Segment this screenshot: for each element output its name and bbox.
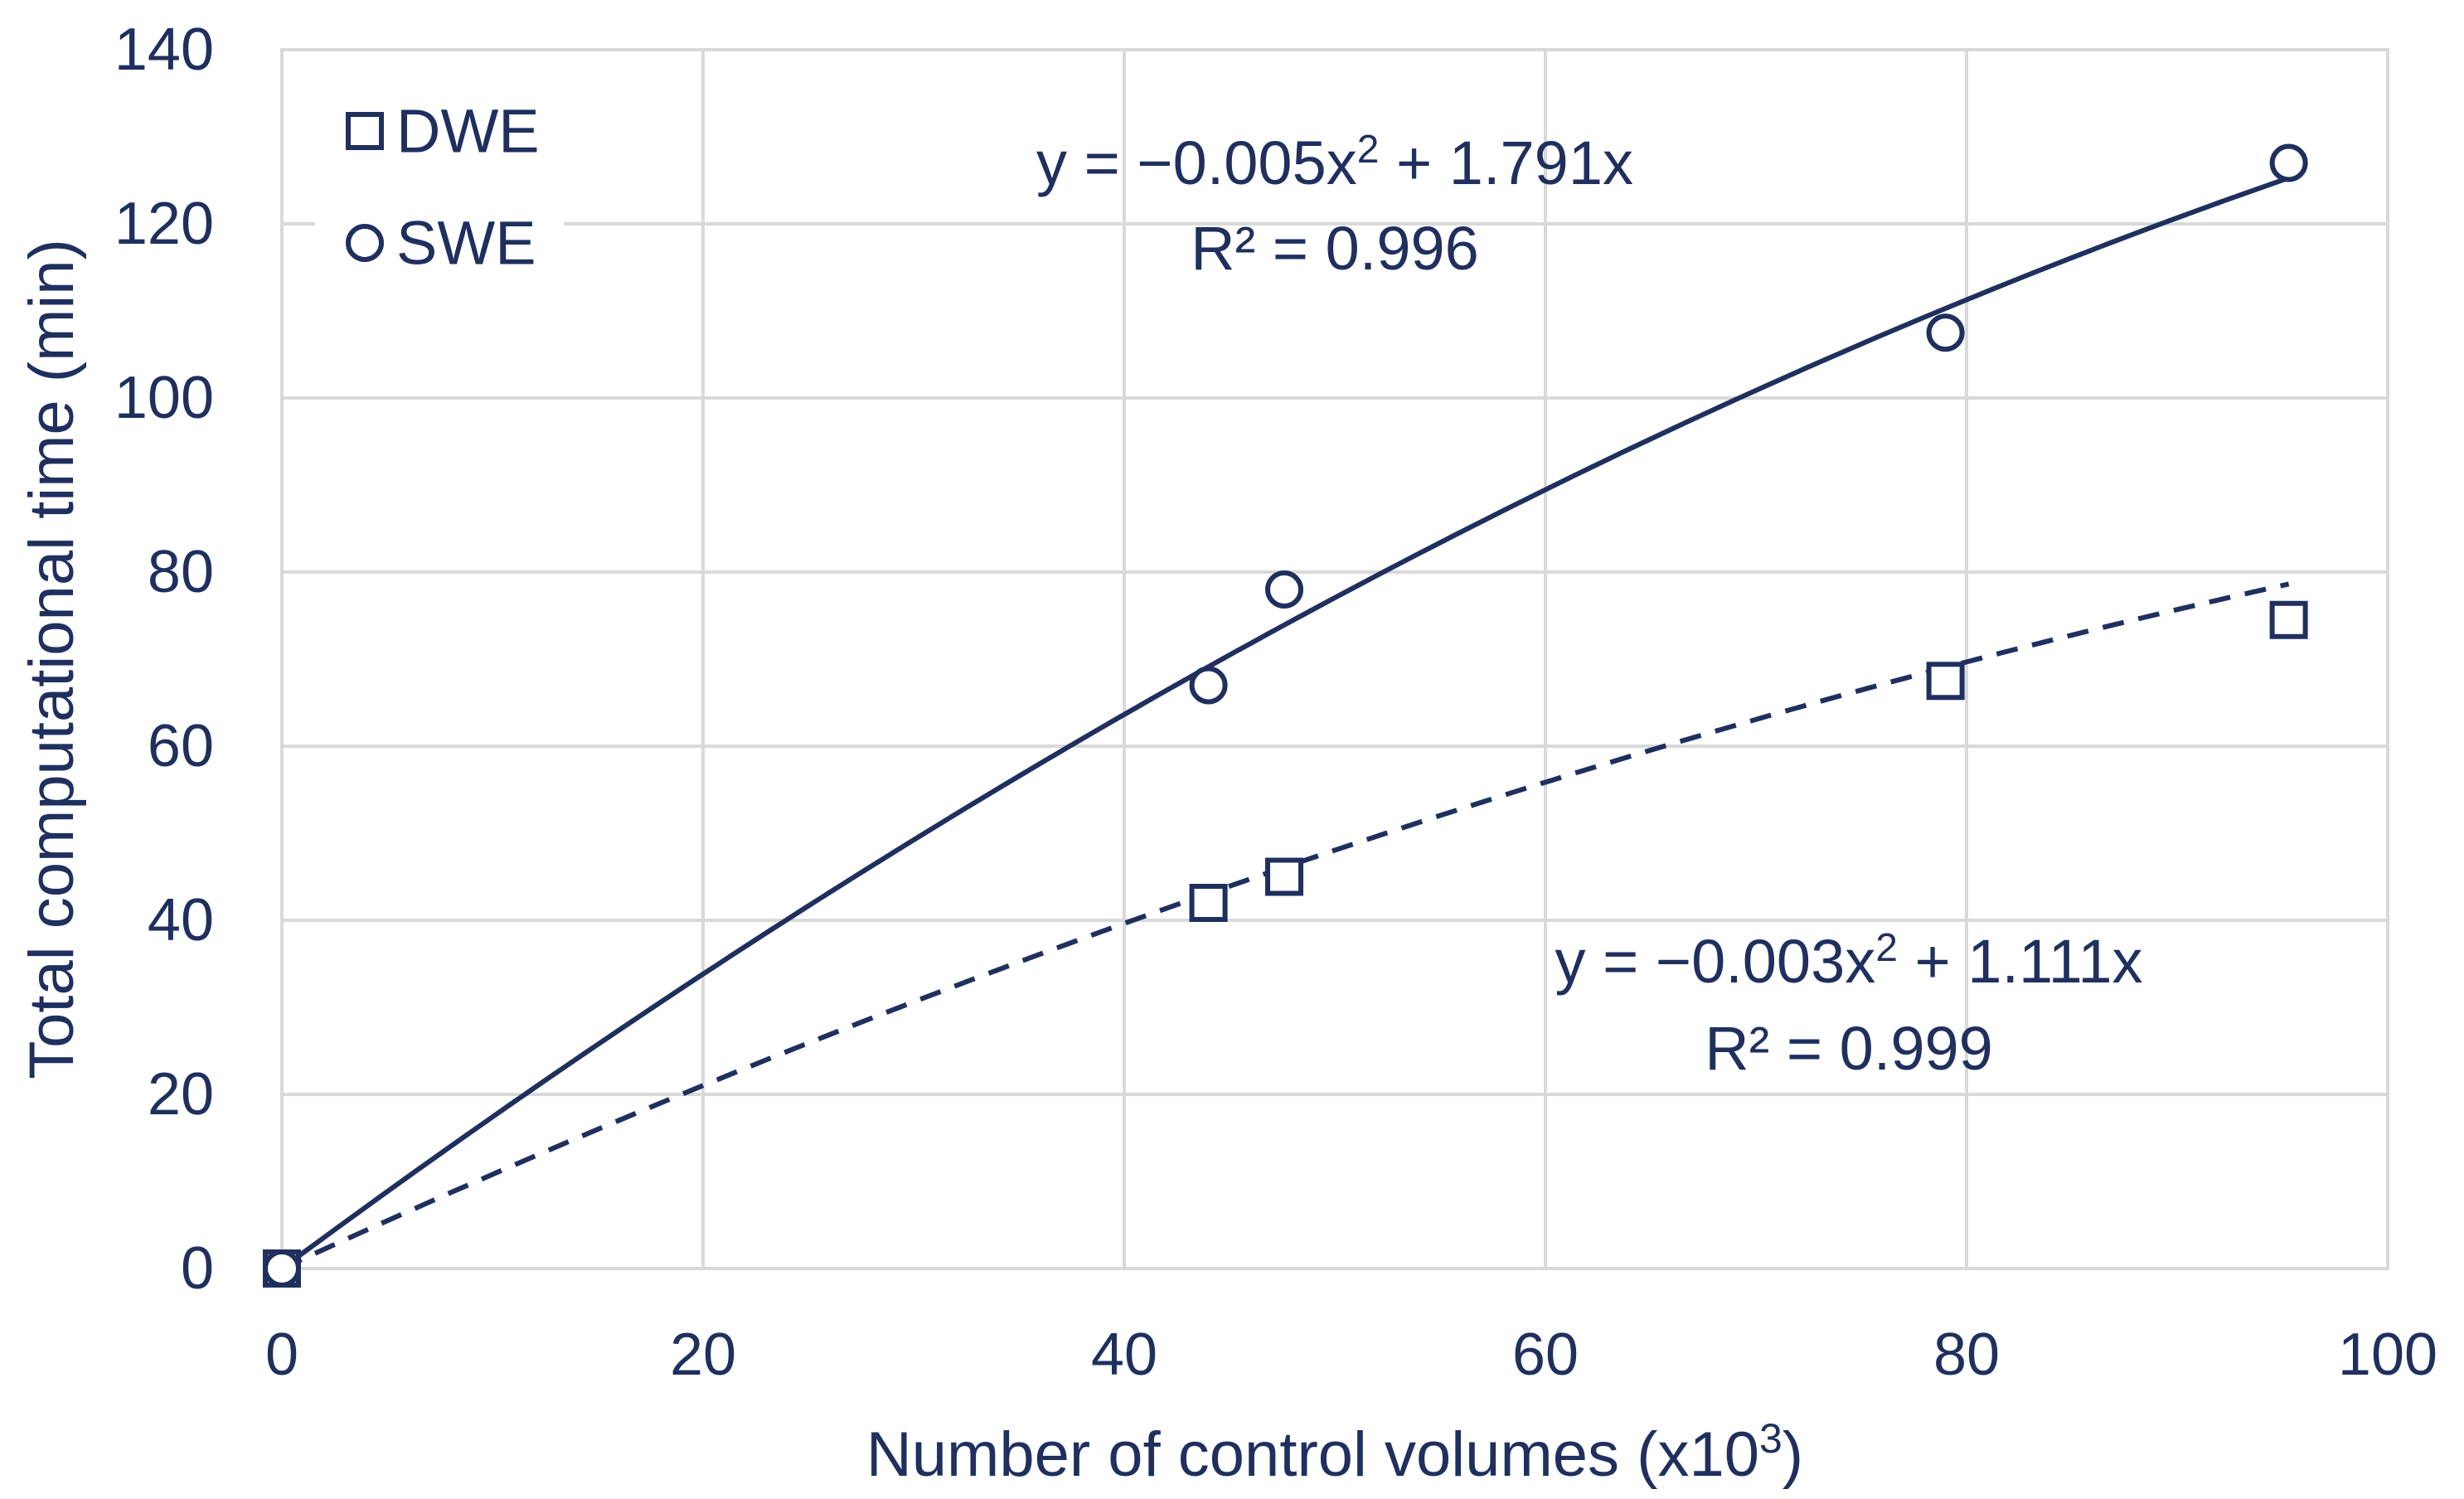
swe-data-point: [263, 1249, 301, 1288]
swe-trendline-equation: y = −0.005x2 + 1.791x: [1036, 128, 1633, 198]
y-tick-label: 0: [181, 1235, 214, 1302]
dwe-data-point: [1189, 884, 1228, 922]
x-tick-label: 20: [670, 1322, 736, 1388]
dwe-r-squared: R² = 0.999: [1705, 1014, 1993, 1083]
x-axis-title: Number of control volumes (x103): [866, 1415, 1803, 1490]
dwe-equation-tail: + 1.111x: [1898, 927, 2143, 996]
x-tick-label: 40: [1091, 1322, 1157, 1388]
y-tick-label: 140: [114, 17, 214, 83]
swe-data-point: [2269, 143, 2308, 182]
dwe-data-point: [1926, 662, 1965, 701]
dwe-trendline-equation: y = −0.003x2 + 1.111x: [1555, 926, 2143, 997]
x-axis-tick-labels: 0 20 40 60 80 100: [265, 1322, 2437, 1388]
swe-equation-exponent: 2: [1357, 128, 1380, 172]
x-axis-title-end: ): [1783, 1419, 1803, 1490]
swe-trendline: [280, 175, 2290, 1271]
legend-circle-marker: [346, 224, 384, 262]
x-tick-label: 100: [2338, 1322, 2437, 1388]
y-axis-tick-labels: 0 20 40 60 80 100 120 140: [114, 17, 214, 1302]
x-axis-title-text: Number of control volumes (x10: [866, 1419, 1759, 1490]
y-tick-label: 40: [148, 887, 214, 953]
data-markers: [263, 143, 2308, 1288]
y-tick-label: 100: [114, 365, 214, 431]
dwe-equation-exponent: 2: [1875, 926, 1898, 970]
legend-label-swe: SWE: [396, 209, 536, 278]
x-tick-label: 80: [1933, 1322, 2000, 1388]
legend-square-marker: [346, 112, 384, 150]
dwe-equation-head: y = −0.003x: [1555, 927, 1876, 996]
swe-data-point: [1189, 666, 1228, 705]
x-axis-title-superscript: 3: [1759, 1415, 1783, 1462]
legend-label-dwe: DWE: [396, 97, 540, 166]
y-tick-label: 20: [148, 1061, 214, 1128]
dwe-trendline: [280, 581, 2290, 1271]
x-tick-label: 0: [265, 1322, 298, 1388]
y-tick-label: 60: [148, 713, 214, 779]
swe-data-point: [1265, 570, 1304, 609]
swe-r-squared: R² = 0.996: [1191, 214, 1479, 283]
legend: DWE SWE: [315, 87, 564, 294]
plot-area-frame: [280, 48, 2389, 1270]
swe-data-point: [1926, 313, 1965, 352]
swe-equation-head: y = −0.005x: [1036, 129, 1357, 197]
dwe-data-point: [2269, 600, 2308, 639]
y-axis-title: Total computational time (min): [17, 239, 87, 1079]
dwe-data-point: [1265, 857, 1304, 896]
trendlines: [280, 175, 2290, 1271]
x-tick-label: 60: [1512, 1322, 1579, 1388]
swe-equation-tail: + 1.791x: [1379, 129, 1633, 197]
y-tick-label: 80: [148, 539, 214, 605]
y-tick-label: 120: [114, 191, 214, 257]
